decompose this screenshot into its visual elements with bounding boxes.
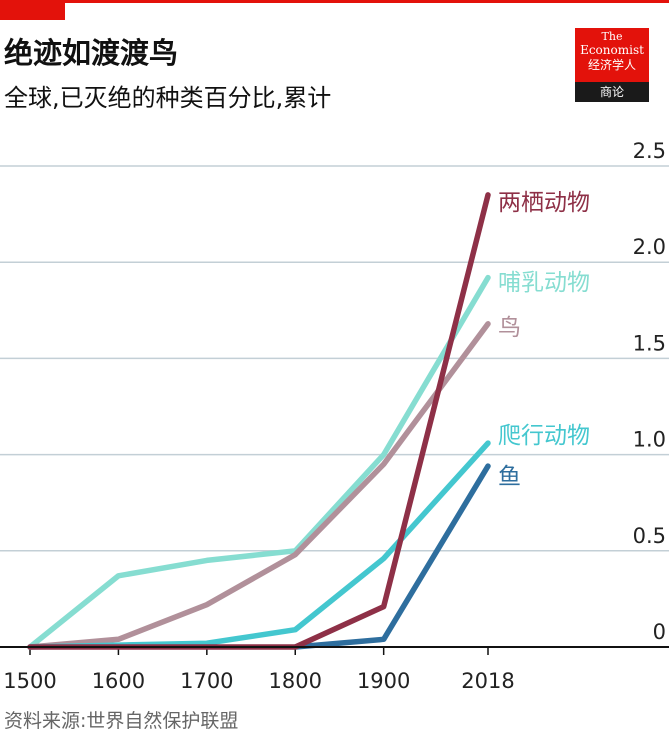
y-tick-label-1: 0.5: [633, 524, 666, 548]
y-tick-label-0: 0: [653, 620, 666, 644]
logo-red-block: The Economist 经济学人: [575, 28, 649, 82]
y-tick-label-5: 2.5: [633, 139, 666, 163]
series-label-3: 鱼: [498, 464, 521, 490]
x-tick-label-4: 1900: [357, 669, 410, 693]
y-tick-label-4: 2.0: [633, 235, 666, 259]
logo-the: The: [601, 30, 623, 43]
logo-economist: Economist: [580, 43, 644, 57]
series-line-1: [27, 321, 491, 650]
series-label-1: 鸟: [498, 315, 521, 341]
y-tick-label-2: 1.0: [633, 428, 666, 452]
series-line-3: [292, 463, 491, 650]
x-tick-label-5: 2018: [461, 669, 514, 693]
x-tick-label-1: 1600: [92, 669, 145, 693]
red-tab: [0, 0, 65, 20]
x-axis-labels: 1500 1600 1700 1800 1900 2018: [3, 647, 515, 693]
x-tick-label-0: 1500: [3, 669, 56, 693]
chart-title: 绝迹如渡渡鸟: [4, 36, 179, 70]
grid-lines: [0, 165, 669, 552]
economist-logo: The Economist 经济学人 商论: [575, 28, 649, 102]
y-tick-label-3: 1.5: [633, 331, 666, 355]
top-rule: [0, 0, 669, 3]
series-line-0: [27, 274, 491, 650]
logo-cn-name: 经济学人: [587, 58, 636, 72]
logo-sub: 商论: [575, 82, 649, 102]
series-label-0: 哺乳动物: [498, 270, 590, 296]
chart-subtitle: 全球,已灭绝的种类百分比,累计: [4, 84, 332, 112]
x-tick-label-3: 1800: [269, 669, 322, 693]
source-note: 资料来源:世界自然保护联盟: [4, 710, 239, 732]
x-tick-label-2: 1700: [180, 669, 233, 693]
series-label-4: 两栖动物: [498, 190, 590, 216]
y-axis-labels: 0 0.5 1.0 1.5 2.0 2.5: [633, 139, 666, 644]
series-label-2: 爬行动物: [498, 423, 590, 449]
